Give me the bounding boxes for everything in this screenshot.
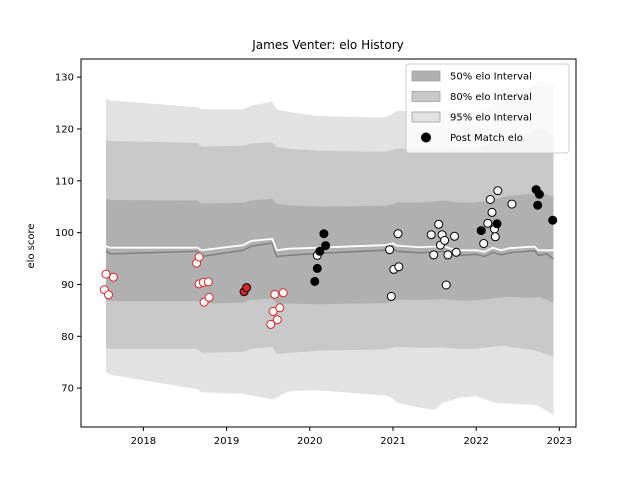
- data-point: [101, 269, 111, 279]
- legend: 50% elo Interval 80% elo Interval 95% elo …: [405, 63, 570, 154]
- data-point: [272, 315, 282, 325]
- data-point: [108, 272, 118, 282]
- x-tick-label: 2019: [214, 436, 239, 447]
- y-tick-label: 110: [55, 176, 74, 187]
- data-point: [533, 200, 543, 210]
- legend-box: [405, 63, 570, 154]
- data-point: [319, 229, 329, 239]
- legend-swatch: [411, 91, 441, 102]
- y-tick-label: 90: [61, 280, 74, 291]
- data-point: [548, 215, 558, 225]
- legend-swatch: [411, 70, 441, 82]
- data-point: [312, 263, 322, 273]
- x-tick-label: 2018: [131, 436, 156, 447]
- data-point: [450, 231, 459, 241]
- data-point: [434, 219, 444, 229]
- data-point: [394, 262, 404, 272]
- data-point: [476, 226, 486, 236]
- x-tick-label: 2023: [547, 436, 572, 447]
- post-match-points: [99, 185, 558, 329]
- data-point: [479, 239, 489, 248]
- data-point: [393, 229, 403, 239]
- data-point: [270, 289, 280, 299]
- plot-frame: [80, 58, 577, 428]
- data-point: [315, 246, 325, 256]
- mean-line: [105, 237, 554, 253]
- data-point: [429, 250, 439, 260]
- x-tick-label: 2020: [297, 436, 322, 447]
- x-axis-ticks: 2018 2019 2020 2021 2022 2023: [131, 427, 572, 447]
- data-point: [493, 186, 503, 196]
- data-point: [483, 218, 493, 228]
- data-point: [492, 219, 502, 229]
- legend-marker: [421, 132, 431, 143]
- data-point: [490, 232, 500, 242]
- data-point: [203, 277, 213, 287]
- y-axis-ticks: 70 80 90 100 110 120 130: [55, 73, 81, 395]
- y-tick-label: 70: [61, 384, 74, 395]
- legend-swatch: [411, 111, 441, 123]
- legend-label: Post Match elo: [450, 133, 523, 144]
- x-tick-label: 2022: [463, 436, 488, 447]
- chart-title: James Venter: elo History: [251, 38, 404, 52]
- data-point: [266, 319, 276, 329]
- data-point: [426, 230, 436, 240]
- data-point: [194, 252, 204, 262]
- interval-bands: [106, 81, 554, 416]
- data-point: [507, 199, 517, 209]
- band-50: [106, 192, 554, 305]
- data-point: [242, 283, 252, 293]
- median-line: [105, 242, 554, 260]
- legend-label: 80% elo Interval: [450, 92, 532, 103]
- data-point: [441, 280, 451, 290]
- x-tick-label: 2021: [380, 436, 405, 447]
- data-point: [204, 292, 214, 302]
- data-point: [385, 245, 395, 255]
- data-point: [275, 303, 285, 313]
- data-point: [321, 241, 331, 251]
- data-point: [443, 250, 453, 260]
- data-point: [534, 189, 544, 199]
- y-tick-label: 120: [55, 124, 74, 135]
- y-tick-label: 80: [61, 332, 74, 343]
- data-point: [278, 288, 288, 298]
- data-point: [440, 235, 450, 245]
- y-tick-label: 100: [55, 228, 74, 239]
- legend-label: 95% elo Interval: [450, 113, 532, 124]
- trend-lines: [105, 237, 554, 260]
- data-point: [386, 291, 396, 301]
- data-point: [104, 290, 113, 300]
- data-point: [487, 207, 497, 217]
- y-axis-label: elo score: [26, 223, 37, 268]
- data-point: [310, 276, 320, 286]
- data-point: [485, 195, 495, 204]
- legend-label: 50% elo Interval: [450, 72, 532, 83]
- y-tick-label: 130: [55, 73, 74, 84]
- data-point: [451, 247, 461, 257]
